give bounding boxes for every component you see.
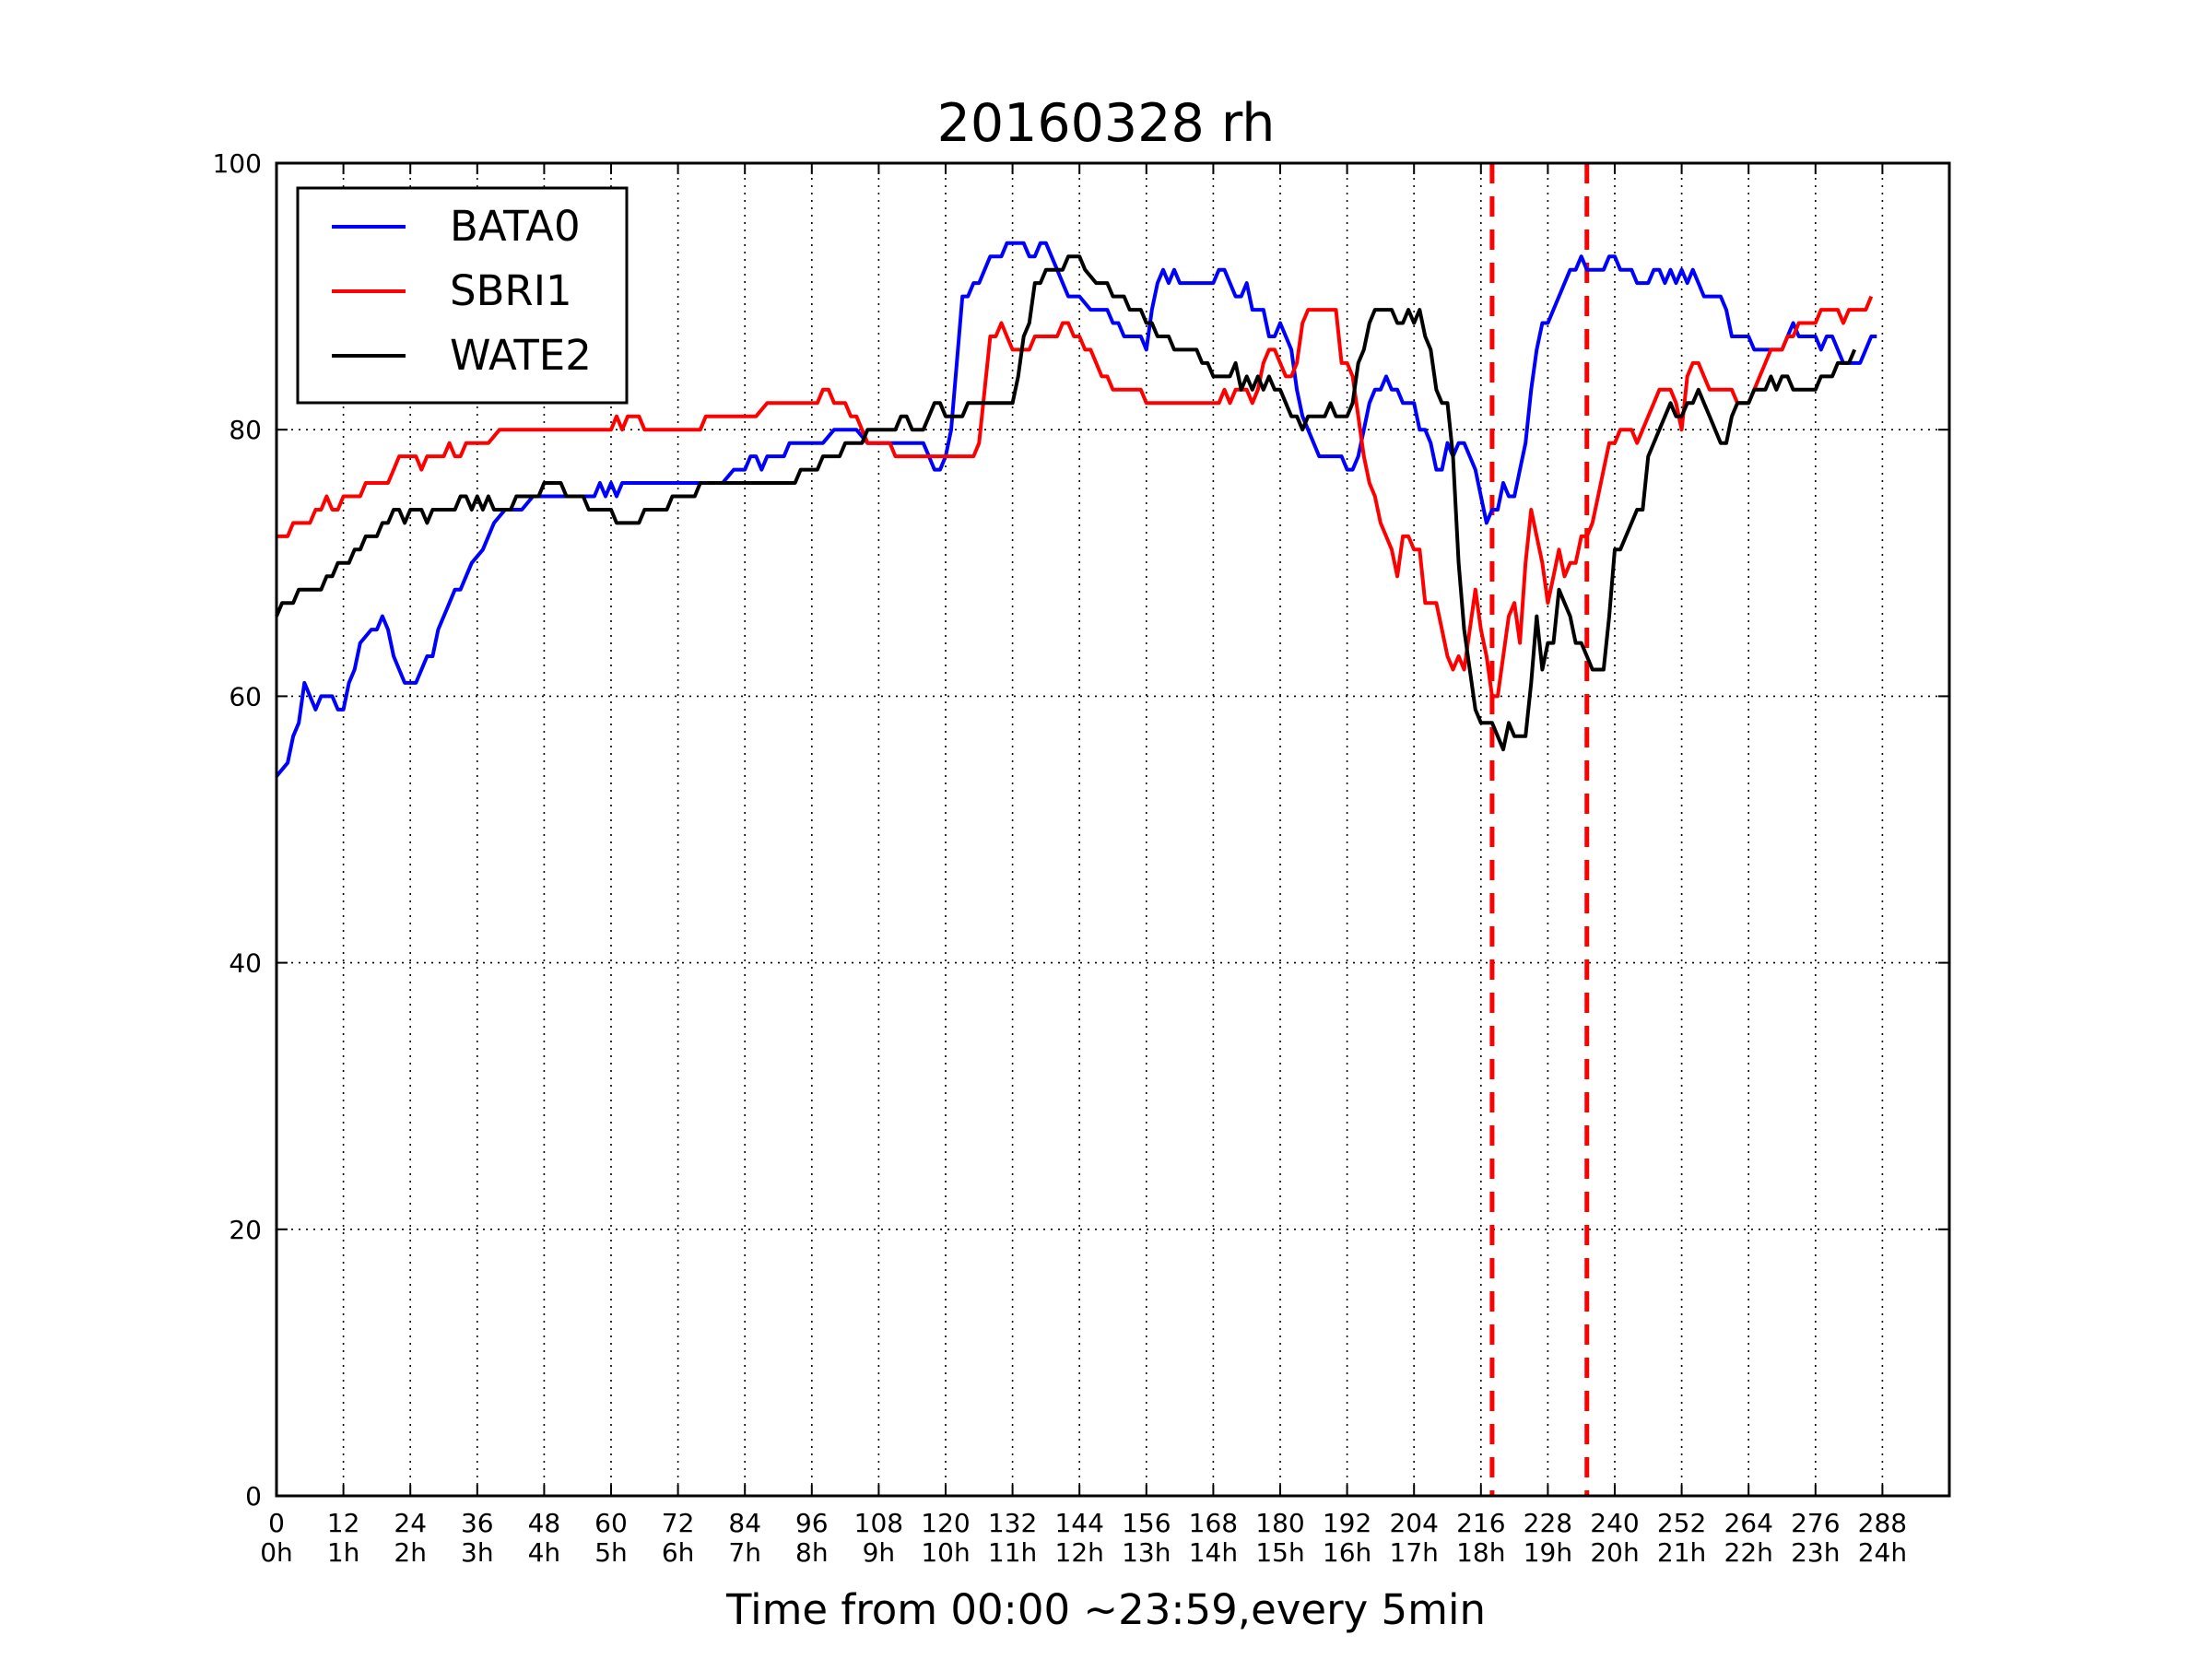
legend-label-wate2: WATE2 [450,331,592,380]
x-tick-sublabel: 5h [594,1537,628,1568]
y-tick-label: 40 [229,948,262,979]
y-tick-label: 60 [229,681,262,712]
x-tick-label: 12 [327,1508,360,1538]
legend-label-bata0: BATA0 [450,202,581,251]
legend-box [296,186,629,405]
x-tick-sublabel: 13h [1122,1537,1171,1568]
x-tick-sublabel: 3h [461,1537,494,1568]
x-tick-sublabel: 16h [1323,1537,1371,1568]
x-tick-sublabel: 17h [1390,1537,1439,1568]
x-tick-sublabel: 14h [1189,1537,1238,1568]
x-tick-sublabel: 4h [528,1537,561,1568]
x-tick-label: 24 [394,1508,427,1538]
x-tick-label: 132 [988,1508,1037,1538]
x-tick-label: 96 [795,1508,829,1538]
x-tick-sublabel: 21h [1657,1537,1706,1568]
x-tick-label: 48 [528,1508,561,1538]
x-tick-sublabel: 12h [1055,1537,1104,1568]
x-tick-label: 0 [268,1508,285,1538]
x-tick-sublabel: 1h [327,1537,360,1568]
x-tick-label: 240 [1590,1508,1639,1538]
x-tick-sublabel: 9h [863,1537,896,1568]
series-line-sbri1 [276,295,1874,699]
y-tick-label: 0 [245,1481,262,1512]
x-tick-label: 276 [1791,1508,1840,1538]
x-tick-label: 60 [594,1508,628,1538]
x-tick-sublabel: 18h [1456,1537,1505,1568]
x-tick-label: 216 [1456,1508,1505,1538]
axis-ticks: 00h121h242h363h484h605h726h847h968h1089h… [213,148,1949,1568]
x-tick-label: 288 [1858,1508,1907,1538]
x-tick-label: 264 [1724,1508,1772,1538]
x-tick-label: 156 [1122,1508,1171,1538]
y-tick-label: 100 [213,148,262,179]
legend: BATA0 SBRI1 WATE2 [296,186,629,405]
chart-title: 20160328 rh [937,93,1276,154]
x-tick-label: 252 [1657,1508,1706,1538]
x-axis-label: Time from 00:00 ~23:59,every 5min [725,1585,1486,1634]
y-tick-label: 20 [229,1215,262,1245]
x-tick-label: 228 [1524,1508,1572,1538]
x-tick-sublabel: 19h [1524,1537,1572,1568]
x-tick-sublabel: 20h [1590,1537,1639,1568]
x-tick-sublabel: 23h [1791,1537,1840,1568]
series-lines [275,241,1877,778]
x-tick-label: 36 [461,1508,494,1538]
x-tick-sublabel: 7h [728,1537,761,1568]
x-tick-label: 192 [1323,1508,1371,1538]
x-tick-sublabel: 10h [921,1537,970,1568]
x-tick-label: 72 [662,1508,695,1538]
plot-area-frame [275,161,1951,1498]
x-tick-sublabel: 22h [1724,1537,1773,1568]
x-tick-label: 144 [1054,1508,1103,1538]
x-tick-sublabel: 6h [662,1537,695,1568]
x-tick-label: 108 [854,1508,903,1538]
x-tick-sublabel: 24h [1858,1537,1907,1568]
legend-label-sbri1: SBRI1 [450,266,572,315]
x-tick-label: 180 [1255,1508,1304,1538]
x-tick-sublabel: 11h [988,1537,1037,1568]
series-line-bata0 [275,241,1877,778]
x-tick-label: 84 [728,1508,761,1538]
series-line-wate2 [275,254,1857,752]
y-tick-label: 80 [229,415,262,445]
reference-lines [1489,163,1590,1496]
x-tick-sublabel: 0h [260,1537,293,1568]
x-tick-sublabel: 8h [795,1537,829,1568]
x-tick-label: 120 [921,1508,970,1538]
x-tick-sublabel: 15h [1255,1537,1304,1568]
x-tick-label: 204 [1389,1508,1438,1538]
x-tick-label: 168 [1189,1508,1238,1538]
x-tick-sublabel: 2h [394,1537,427,1568]
